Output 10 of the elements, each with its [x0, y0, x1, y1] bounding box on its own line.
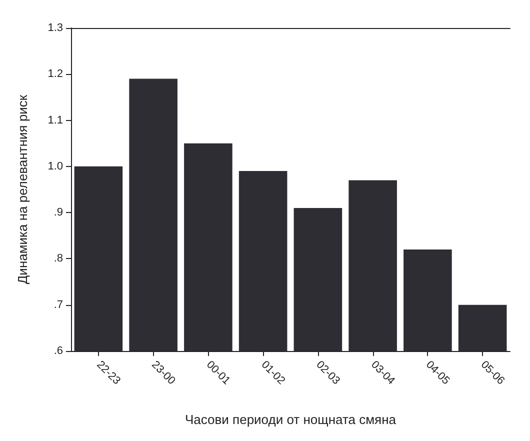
- y-tick-label: .9: [54, 206, 63, 219]
- y-tick-label: 1.3: [48, 22, 63, 34]
- y-axis-title: Динамика на релевантния риск: [15, 94, 30, 284]
- x-axis-title: Часови периоди от нощната смяна: [185, 412, 397, 427]
- y-tick-label: .7: [54, 298, 63, 311]
- y-tick-label: 1.1: [48, 114, 63, 126]
- y-tick-label: .6: [54, 345, 63, 357]
- y-tick-label: 1.0: [48, 160, 63, 172]
- y-tick-label: .8: [54, 252, 63, 265]
- y-tick-label: 1.2: [48, 68, 63, 80]
